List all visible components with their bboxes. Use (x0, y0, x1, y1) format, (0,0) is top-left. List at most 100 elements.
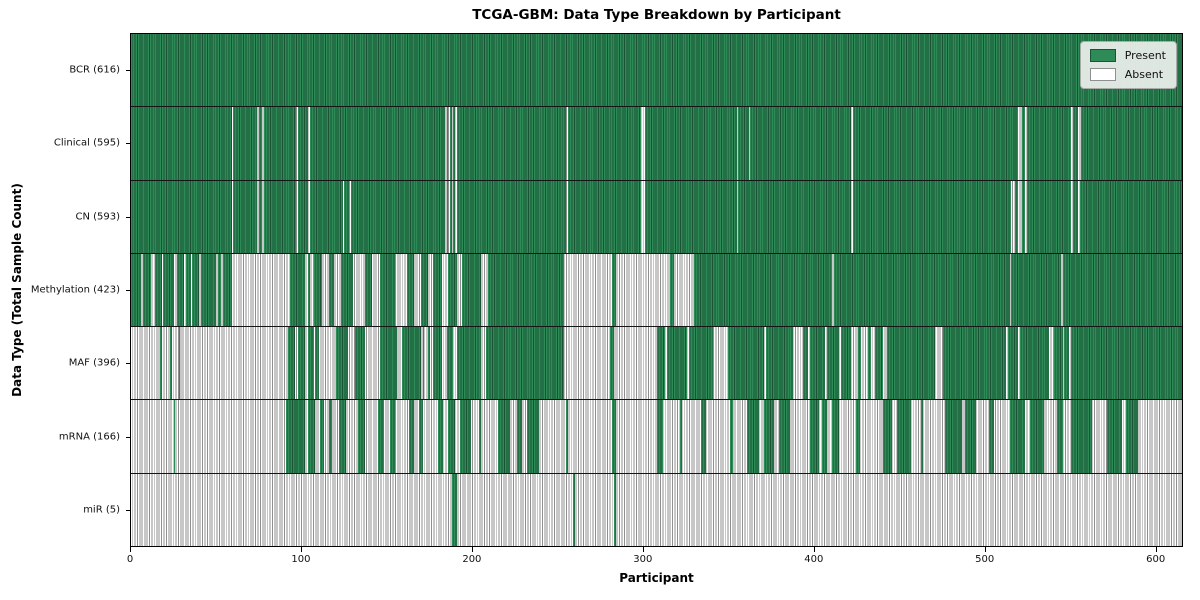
present-segment (1071, 327, 1182, 400)
row-band-miR (131, 473, 1182, 546)
present-segment (810, 400, 819, 473)
present-segment (688, 327, 713, 400)
present-segment (779, 400, 790, 473)
present-segment (886, 327, 935, 400)
y-tick-label: miR (5) (83, 504, 120, 516)
present-segment (344, 180, 350, 253)
present-segment (351, 180, 445, 253)
present-segment (390, 400, 396, 473)
legend: Present Absent (1079, 41, 1177, 89)
present-segment (1072, 180, 1078, 253)
present-segment (233, 180, 258, 253)
x-tick-mark (642, 547, 644, 552)
present-segment (656, 400, 664, 473)
present-segment (1071, 400, 1092, 473)
x-tick-label: 500 (975, 554, 995, 565)
present-segment (313, 253, 323, 327)
y-tick-mark (126, 216, 130, 218)
present-segment (1026, 180, 1072, 253)
present-segment (378, 400, 384, 473)
present-segment (451, 473, 457, 546)
y-tick-label: BCR (616) (69, 64, 120, 76)
present-segment (456, 107, 567, 180)
present-segment (131, 34, 1182, 107)
present-segment (448, 253, 457, 327)
present-segment (131, 180, 232, 253)
present-segment (289, 253, 306, 327)
present-segment (310, 107, 445, 180)
present-segment (1054, 327, 1063, 400)
present-segment (456, 180, 567, 253)
present-segment (989, 400, 995, 473)
present-segment (298, 327, 306, 400)
x-tick-label: 200 (462, 554, 482, 565)
present-segment (516, 400, 522, 473)
present-segment (310, 180, 343, 253)
present-segment (738, 107, 749, 180)
y-tick-mark (126, 510, 130, 512)
present-segment (173, 400, 176, 473)
present-segment (566, 400, 568, 473)
present-segment (446, 180, 449, 253)
present-segment (178, 327, 181, 400)
x-tick-mark (300, 547, 302, 552)
present-segment (803, 327, 809, 400)
present-segment (200, 253, 217, 327)
present-segment (1007, 327, 1019, 400)
legend-label-present: Present (1124, 49, 1166, 62)
present-segment (264, 107, 297, 180)
present-segment (943, 327, 1007, 400)
present-segment (170, 327, 172, 400)
present-segment (328, 400, 333, 473)
x-tick-mark (813, 547, 815, 552)
present-segment (131, 107, 232, 180)
present-segment (456, 327, 481, 400)
present-segment (840, 327, 851, 400)
present-segment (177, 253, 184, 327)
present-segment (1011, 253, 1061, 327)
present-segment (320, 400, 324, 473)
present-segment (432, 253, 442, 327)
present-segment (763, 400, 775, 473)
present-segment (233, 107, 258, 180)
present-segment (852, 107, 1019, 180)
x-tick-label: 100 (291, 554, 311, 565)
present-segment (364, 253, 372, 327)
x-tick-mark (1155, 547, 1157, 552)
row-band-Methylation (131, 253, 1182, 328)
present-segment (154, 253, 162, 327)
present-segment (192, 253, 200, 327)
present-segment (380, 253, 396, 327)
present-segment (920, 400, 923, 473)
present-segment (335, 327, 348, 400)
row-band-Clinical (131, 107, 1182, 181)
present-segment (526, 400, 539, 473)
present-segment (450, 180, 452, 253)
present-segment (357, 400, 365, 473)
x-axis-label: Participant (619, 571, 694, 585)
present-segment (738, 180, 851, 253)
present-segment (567, 180, 642, 253)
present-segment (750, 107, 851, 180)
present-segment (666, 327, 688, 400)
present-segment (432, 327, 442, 400)
legend-swatch-present-icon (1089, 49, 1116, 62)
present-segment (1072, 107, 1078, 180)
present-segment (656, 327, 666, 400)
present-segment (944, 400, 962, 473)
plot-area: Present Absent (130, 33, 1183, 547)
present-segment (1021, 107, 1026, 180)
present-segment (264, 180, 297, 253)
row-band-MAF (131, 327, 1182, 401)
present-segment (308, 400, 316, 473)
present-segment (729, 400, 734, 473)
present-segment (402, 327, 422, 400)
present-segment (1062, 253, 1182, 327)
y-tick-mark (126, 363, 130, 365)
present-segment (258, 180, 263, 253)
present-segment (610, 327, 614, 400)
present-segment (131, 253, 142, 327)
present-segment (497, 400, 510, 473)
y-tick-label: Clinical (595) (53, 137, 120, 149)
present-segment (1106, 400, 1123, 473)
